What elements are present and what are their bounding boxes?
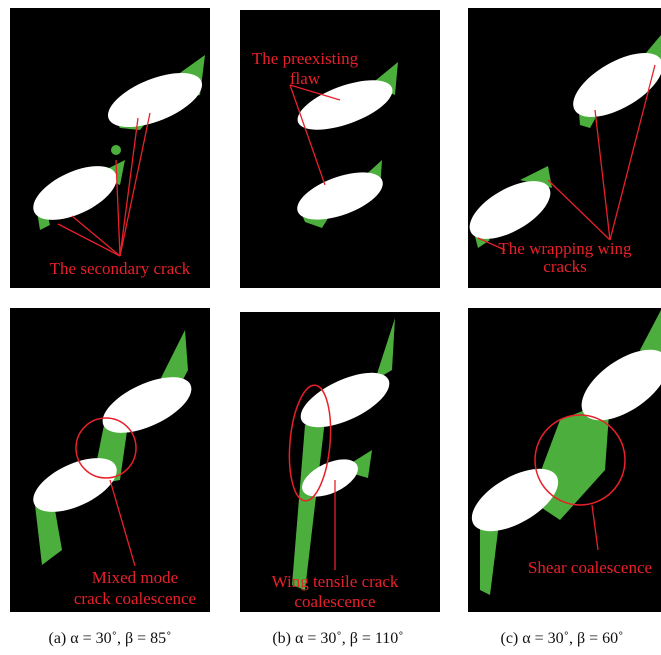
figure: The secondary crack Mixed mode crack coale… [0, 0, 661, 655]
annotation: cracks [543, 257, 586, 276]
annotation: coalescence [294, 592, 375, 611]
annotation: The secondary crack [50, 259, 191, 278]
annotation: Shear coalescence [528, 558, 652, 577]
panel-a-bottom [10, 308, 210, 612]
caption: (b) α = 30˚, β = 110˚ [272, 630, 403, 647]
annotation: flaw [290, 69, 321, 88]
panel-b-bottom [240, 312, 440, 612]
caption: (c) α = 30˚, β = 60˚ [501, 630, 624, 647]
annotation: Mixed mode [92, 568, 178, 587]
annotation: crack coalescence [74, 589, 196, 608]
annotation: The preexisting [252, 49, 359, 68]
annotation: The wrapping wing [498, 239, 632, 258]
annotation: Wing tensile crack [272, 572, 399, 591]
panel-a-top [10, 8, 210, 288]
panels: The secondary crack Mixed mode crack coale… [10, 8, 661, 647]
caption: (a) α = 30˚, β = 85˚ [49, 630, 172, 647]
